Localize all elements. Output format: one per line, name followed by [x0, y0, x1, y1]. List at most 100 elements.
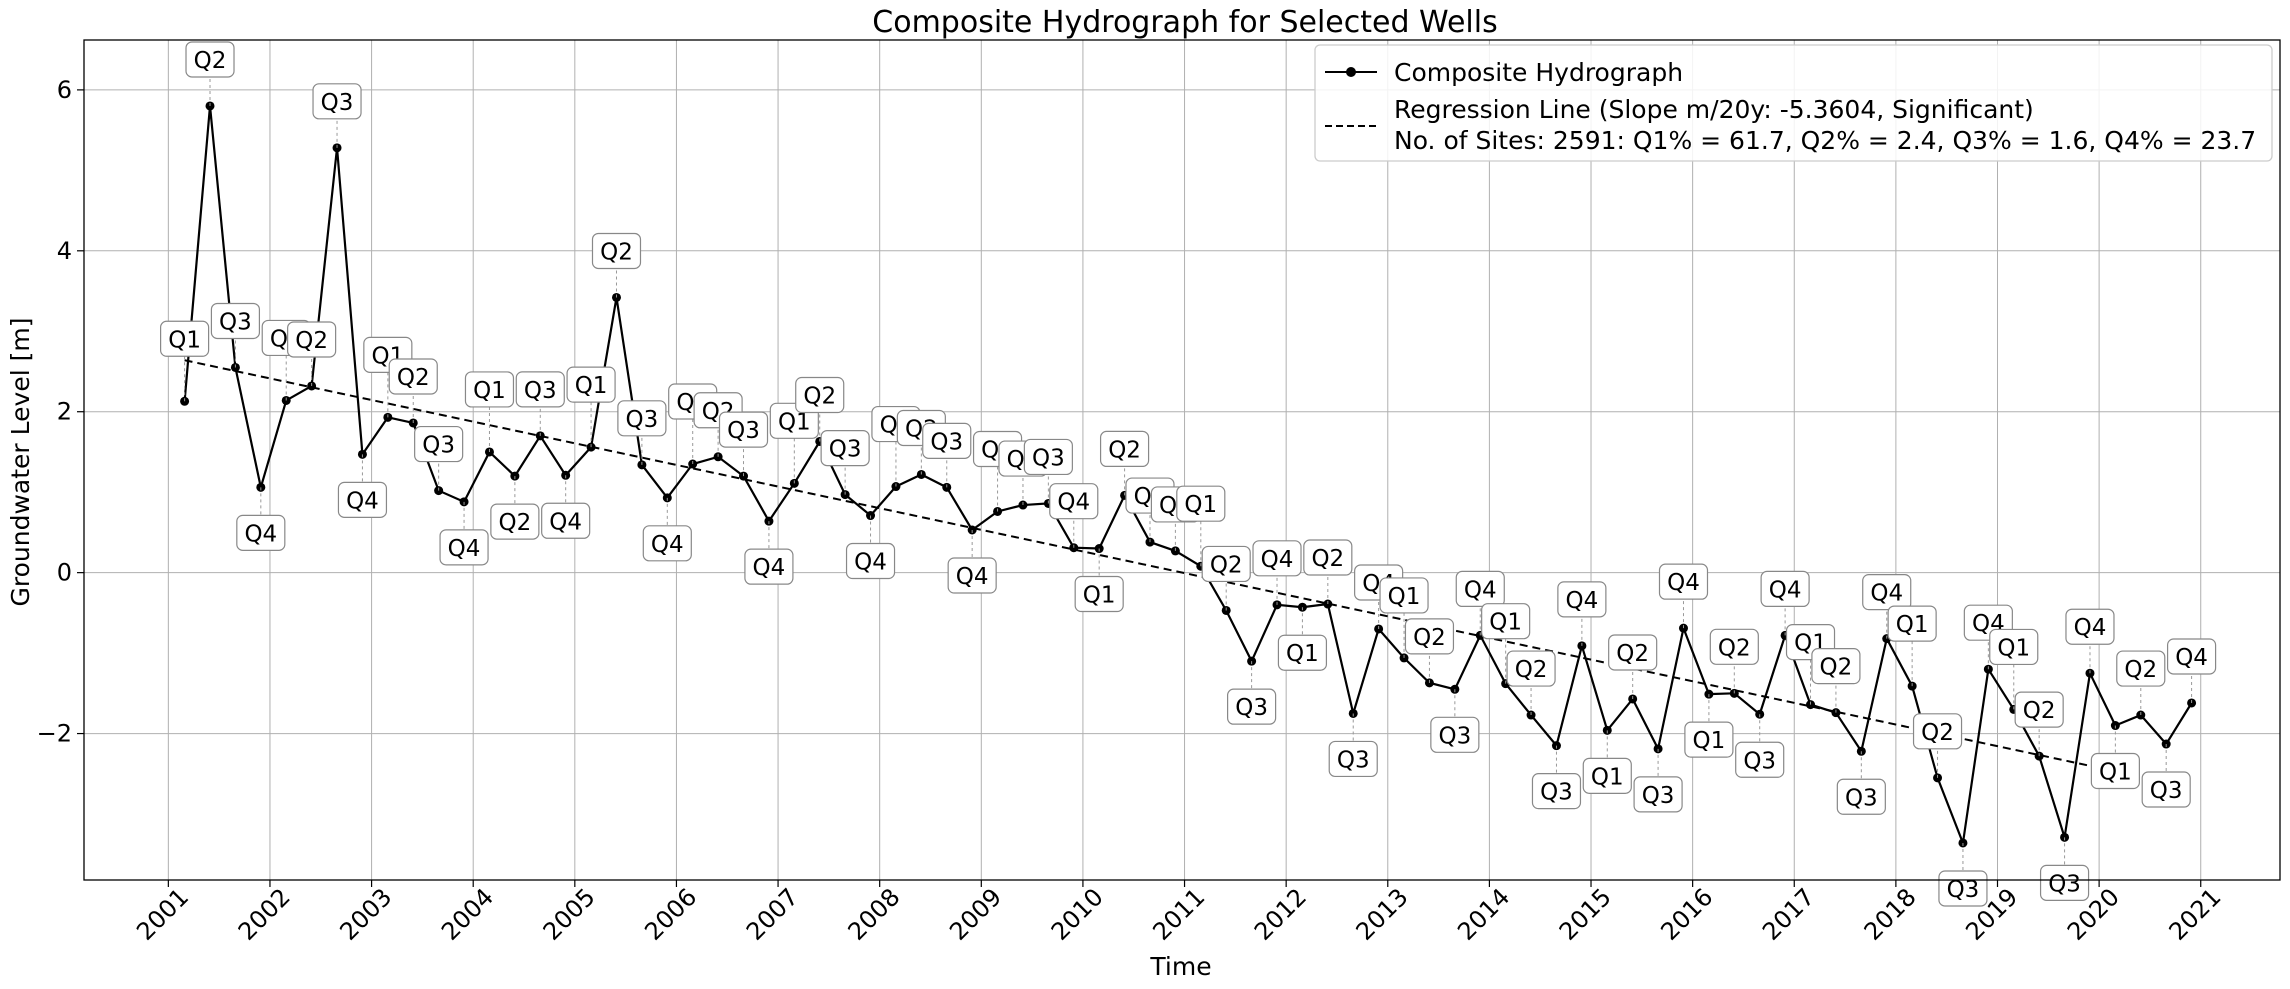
annotation-box [160, 320, 210, 357]
annotation-box [1227, 688, 1277, 725]
annotation-box [1735, 741, 1785, 778]
hydrograph-line [183, 105, 2193, 848]
annotation-box [1379, 577, 1429, 614]
annotation-label: Q3 [1845, 785, 1878, 811]
annotation-label: Q2 [397, 365, 430, 391]
annotation-label: Q1 [1286, 641, 1319, 667]
annotation-box [1862, 574, 1912, 611]
annotation-label: Q4 [753, 555, 786, 581]
annotation-box [2166, 638, 2217, 675]
annotation-label: Q4 [448, 536, 481, 562]
chart-title: Composite Hydrograph for Selected Wells [872, 5, 1497, 40]
annotation-box [744, 548, 794, 585]
annotation-label: Q4 [244, 521, 277, 547]
annotation-box [1328, 740, 1378, 778]
y-tick-label: 2 [57, 398, 72, 426]
annotation-label: Q3 [2150, 778, 2183, 804]
annotation-box [1430, 716, 1480, 753]
annotation-box [591, 232, 642, 270]
annotation-box [490, 503, 540, 540]
annotation-label: Q4 [1565, 588, 1598, 614]
x-tick-label: 2002 [233, 883, 296, 946]
annotation-label: Q4 [1464, 577, 1497, 603]
x-axis-label: Time [1149, 952, 1211, 981]
annotation-box [1049, 483, 1099, 520]
annotation-box [1201, 545, 1251, 583]
plot-frame [83, 39, 2281, 881]
annotation-label: Q1 [1388, 584, 1421, 610]
x-tick-label: 2005 [538, 883, 601, 946]
annotation-box [515, 371, 565, 408]
annotation-box [947, 557, 997, 594]
annotation-label: Q3 [1642, 783, 1675, 809]
annotation-box [1481, 603, 1531, 640]
y-tick-label: −2 [37, 720, 72, 748]
annotation-box [1252, 540, 1302, 577]
annotation-box [1633, 776, 1683, 813]
annotation-box [464, 371, 515, 408]
annotation-box [312, 83, 362, 120]
annotation-label: Q3 [2048, 871, 2081, 897]
annotation-box [1531, 773, 1582, 810]
annotation-label: Q3 [1947, 877, 1980, 903]
annotation-label: Q4 [2175, 645, 2208, 671]
annotation-label: Q2 [295, 328, 328, 354]
annotation-box [1176, 485, 1226, 522]
annotation-box [1658, 563, 1709, 600]
legend-regression-label: Regression Line (Slope m/20y: -5.3604, S… [1394, 95, 2034, 124]
annotation-box [1811, 648, 1861, 685]
annotation-label: Q2 [194, 48, 227, 74]
legend-hydrograph-marker [1346, 67, 1356, 77]
annotation-label: Q1 [473, 378, 506, 404]
annotation-box [388, 358, 438, 395]
annotation-box [1582, 757, 1632, 794]
x-tick-label: 2011 [1147, 883, 1210, 946]
annotation-box [439, 529, 489, 566]
annotation-box [922, 422, 972, 459]
annotation-label: Q3 [626, 407, 659, 433]
annotation-box [337, 481, 388, 518]
annotation-label: Q1 [1184, 492, 1217, 518]
annotation-label: Q1 [1083, 583, 1116, 609]
annotation-label: Q3 [1438, 723, 1471, 749]
annotation-label: Q4 [2074, 615, 2107, 641]
hydrograph-series-group [180, 101, 2197, 848]
annotation-box [2141, 771, 2191, 808]
annotation-label: Q4 [1261, 547, 1294, 573]
annotation-box [1074, 575, 1124, 613]
legend: Composite Hydrograph Regression Line (Sl… [1314, 44, 2273, 162]
annotation-label: Q3 [422, 433, 455, 459]
x-tick-label: 2013 [1351, 883, 1414, 946]
x-tick-label: 2015 [1554, 883, 1617, 946]
annotation-box [414, 425, 464, 463]
legend-sites-label: No. of Sites: 2591: Q1% = 61.7, Q2% = 2.… [1394, 126, 2256, 155]
annotation-label: Q4 [346, 488, 379, 514]
annotation-label: Q2 [1210, 552, 1243, 578]
annotation-label: Q3 [727, 418, 760, 444]
annotation-label: Q1 [168, 327, 201, 353]
annotation-label: Q3 [1337, 747, 1370, 773]
annotation-label: Q4 [854, 550, 887, 576]
annotation-box [1684, 721, 1734, 758]
annotation-label: Q4 [1769, 577, 1802, 603]
regression-line [184, 359, 2192, 789]
annotation-label: Q2 [1413, 625, 1446, 651]
annotation-label: Q4 [549, 509, 582, 535]
annotation-label: Q2 [498, 510, 531, 536]
annotation-box [1404, 618, 1455, 655]
annotation-label: Q4 [1057, 490, 1090, 516]
x-tick-label: 2021 [2164, 883, 2227, 946]
annotation-box [1023, 438, 1073, 476]
grid-lines [84, 40, 2280, 880]
annotation-box [1608, 634, 1658, 671]
annotation-label: Q2 [1921, 720, 1954, 746]
x-tick-label: 2009 [944, 883, 1007, 946]
x-tick-label: 2017 [1757, 883, 1820, 946]
annotation-box [1912, 713, 1963, 750]
annotation-label: Q2 [1820, 655, 1853, 681]
annotation-box [2039, 864, 2090, 901]
annotation-label: Q4 [1667, 570, 1700, 596]
annotation-label: Q1 [1896, 612, 1929, 638]
annotation-label: Q3 [1743, 748, 1776, 774]
annotation-box [2065, 608, 2115, 645]
